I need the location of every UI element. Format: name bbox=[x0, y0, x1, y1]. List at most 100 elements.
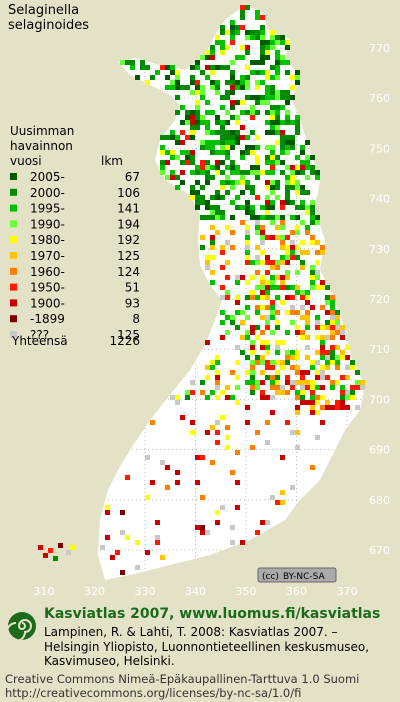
observation-square bbox=[300, 330, 305, 335]
observation-square bbox=[340, 330, 345, 335]
observation-square bbox=[265, 255, 270, 260]
observation-square bbox=[305, 210, 310, 215]
observation-square bbox=[330, 325, 335, 330]
y-grid-label: 670 bbox=[369, 544, 390, 557]
observation-square bbox=[265, 420, 270, 425]
observation-square bbox=[270, 275, 275, 280]
observation-square bbox=[285, 235, 290, 240]
observation-square bbox=[160, 165, 165, 170]
observation-square bbox=[230, 540, 235, 545]
observation-square bbox=[320, 250, 325, 255]
observation-square bbox=[295, 370, 300, 375]
observation-square bbox=[210, 425, 215, 430]
observation-square bbox=[275, 55, 280, 60]
observation-square bbox=[190, 150, 195, 155]
observation-square bbox=[150, 480, 155, 485]
observation-square bbox=[195, 165, 200, 170]
observation-square bbox=[275, 120, 280, 125]
observation-square bbox=[310, 210, 315, 215]
observation-square bbox=[255, 155, 260, 160]
observation-square bbox=[210, 215, 215, 220]
observation-square bbox=[250, 275, 255, 280]
observation-square bbox=[250, 360, 255, 365]
observation-square bbox=[205, 50, 210, 55]
observation-square bbox=[280, 365, 285, 370]
observation-square bbox=[295, 155, 300, 160]
observation-square bbox=[305, 370, 310, 375]
observation-square bbox=[330, 355, 335, 360]
observation-square bbox=[275, 370, 280, 375]
observation-square bbox=[225, 290, 230, 295]
observation-square bbox=[255, 145, 260, 150]
observation-square bbox=[215, 370, 220, 375]
observation-square bbox=[210, 45, 215, 50]
observation-square bbox=[240, 310, 245, 315]
observation-square bbox=[225, 180, 230, 185]
observation-square bbox=[210, 165, 215, 170]
observation-square bbox=[230, 115, 235, 120]
observation-square bbox=[250, 330, 255, 335]
observation-square bbox=[220, 285, 225, 290]
observation-square bbox=[225, 395, 230, 400]
observation-square bbox=[310, 395, 315, 400]
observation-square bbox=[290, 75, 295, 80]
observation-square bbox=[285, 355, 290, 360]
observation-square bbox=[260, 35, 265, 40]
observation-square bbox=[230, 40, 235, 45]
observation-square bbox=[280, 170, 285, 175]
license: http://creativecommons.org/licenses/by-n… bbox=[5, 686, 301, 700]
observation-square bbox=[245, 260, 250, 265]
observation-square bbox=[245, 330, 250, 335]
observation-square bbox=[320, 420, 325, 425]
observation-square bbox=[270, 330, 275, 335]
observation-square bbox=[105, 510, 110, 515]
observation-square bbox=[265, 160, 270, 165]
observation-square bbox=[310, 405, 315, 410]
observation-square bbox=[270, 105, 275, 110]
observation-square bbox=[260, 95, 265, 100]
observation-square bbox=[280, 390, 285, 395]
observation-square bbox=[280, 140, 285, 145]
observation-square bbox=[280, 150, 285, 155]
observation-square bbox=[66, 550, 71, 555]
observation-square bbox=[245, 80, 250, 85]
observation-square bbox=[305, 205, 310, 210]
observation-square bbox=[240, 110, 245, 115]
observation-square bbox=[195, 205, 200, 210]
observation-square bbox=[180, 130, 185, 135]
observation-square bbox=[215, 160, 220, 165]
observation-square bbox=[265, 290, 270, 295]
observation-square bbox=[260, 390, 265, 395]
observation-square bbox=[295, 290, 300, 295]
observation-square bbox=[275, 285, 280, 290]
observation-square bbox=[285, 375, 290, 380]
observation-square bbox=[225, 65, 230, 70]
observation-square bbox=[220, 130, 225, 135]
observation-square bbox=[245, 335, 250, 340]
observation-square bbox=[225, 225, 230, 230]
observation-square bbox=[215, 355, 220, 360]
observation-square bbox=[285, 110, 290, 115]
observation-square bbox=[215, 395, 220, 400]
observation-square bbox=[270, 285, 275, 290]
observation-square bbox=[305, 160, 310, 165]
observation-square bbox=[235, 280, 240, 285]
observation-square bbox=[160, 170, 165, 175]
observation-square bbox=[250, 350, 255, 355]
observation-square bbox=[225, 330, 230, 335]
observation-square bbox=[245, 315, 250, 320]
observation-square bbox=[275, 105, 280, 110]
legend-swatch bbox=[10, 315, 17, 323]
observation-square bbox=[285, 360, 290, 365]
observation-square bbox=[325, 355, 330, 360]
observation-square bbox=[265, 50, 270, 55]
observation-square bbox=[285, 90, 290, 95]
observation-square bbox=[285, 115, 290, 120]
observation-square bbox=[305, 175, 310, 180]
observation-square bbox=[235, 135, 240, 140]
observation-square bbox=[195, 65, 200, 70]
observation-square bbox=[235, 400, 240, 405]
observation-square bbox=[300, 150, 305, 155]
observation-square bbox=[295, 70, 300, 75]
